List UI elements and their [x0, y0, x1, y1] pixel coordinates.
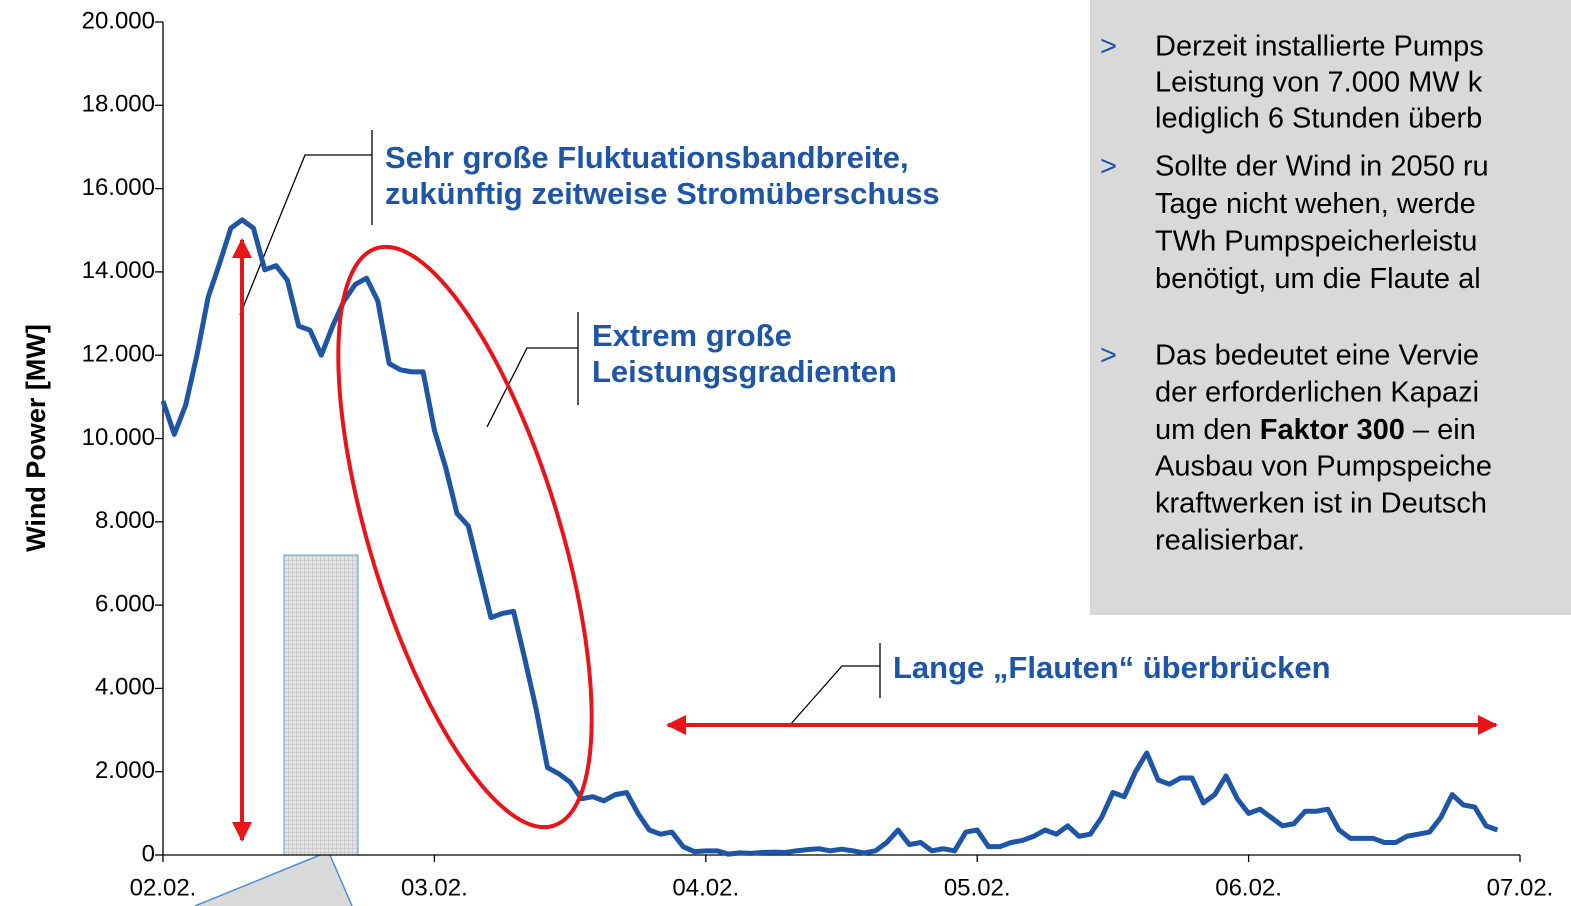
bullet-line: Das bedeutet eine Vervie	[1155, 340, 1479, 372]
data-line	[160, 217, 1499, 857]
bullet-line: Ausbau von Pumpspeiche	[1155, 451, 1492, 483]
bullet-line: Sollte der Wind in 2050 ru	[1155, 151, 1489, 183]
bullet-text: um den	[1155, 414, 1260, 446]
x-tick-label: 05.02.	[944, 874, 1011, 901]
x-tick-label: 07.02.	[1487, 874, 1554, 901]
x-tick-label: 04.02.	[672, 874, 739, 901]
y-tick-label: 14.000	[82, 257, 155, 284]
bullet-marker: >	[1100, 31, 1117, 63]
y-tick-label: 20.000	[82, 7, 155, 34]
annotation: Lange „Flauten“ überbrücken	[893, 650, 1331, 685]
x-tick-label: 02.02.	[130, 874, 197, 901]
annotation: Sehr große Fluktuationsbandbreite,	[385, 140, 909, 175]
y-tick-label: 2.000	[95, 757, 155, 784]
bullet-marker: >	[1100, 151, 1117, 183]
bullet-line: realisierbar.	[1155, 525, 1305, 557]
y-axis-label: Wind Power [MW]	[21, 324, 51, 552]
bullet-line: der erforderlichen Kapazi	[1155, 377, 1479, 409]
callout-edge	[329, 854, 353, 906]
y-tick-label: 18.000	[82, 91, 155, 118]
bullet-line: kraftwerken ist in Deutsch	[1155, 488, 1487, 520]
annotation: zukünftig zeitweise Stromüberschuss	[385, 176, 940, 211]
x-tick-label: 03.02.	[401, 874, 468, 901]
bullet-line: benötigt, um die Flaute al	[1155, 263, 1481, 295]
bullet-text: Faktor 300	[1260, 414, 1405, 446]
y-tick-label: 12.000	[82, 341, 155, 368]
bullet-line: Tage nicht wehen, werde	[1155, 188, 1476, 220]
highlight-ellipse	[336, 244, 594, 830]
y-tick-label: 8.000	[95, 507, 155, 534]
bullet-text: – ein	[1405, 414, 1476, 446]
bullet-line: lediglich 6 Stunden überb	[1155, 103, 1482, 135]
y-tick-label: 6.000	[95, 590, 155, 617]
y-tick-label: 0	[142, 840, 155, 867]
annotation: Leistungsgradienten	[592, 354, 897, 389]
storage-box	[283, 554, 359, 856]
info-box	[1090, 0, 1571, 615]
bullet-line: um den Faktor 300 – ein	[1155, 414, 1476, 446]
bullet-line: Derzeit installierte Pumps	[1155, 31, 1484, 63]
bullet-marker: >	[1100, 340, 1117, 372]
leader	[486, 347, 578, 428]
annotation: Extrem große	[592, 318, 792, 353]
y-tick-label: 10.000	[82, 424, 155, 451]
callout-edge	[194, 854, 321, 906]
leader	[789, 665, 880, 726]
x-tick-label: 06.02.	[1215, 874, 1282, 901]
bullet-line: Leistung von 7.000 MW k	[1155, 67, 1483, 99]
bullet-line: TWh Pumpspeicherleistu	[1155, 226, 1477, 258]
y-tick-label: 16.000	[82, 174, 155, 201]
y-tick-label: 4.000	[95, 674, 155, 701]
callout	[195, 855, 352, 906]
